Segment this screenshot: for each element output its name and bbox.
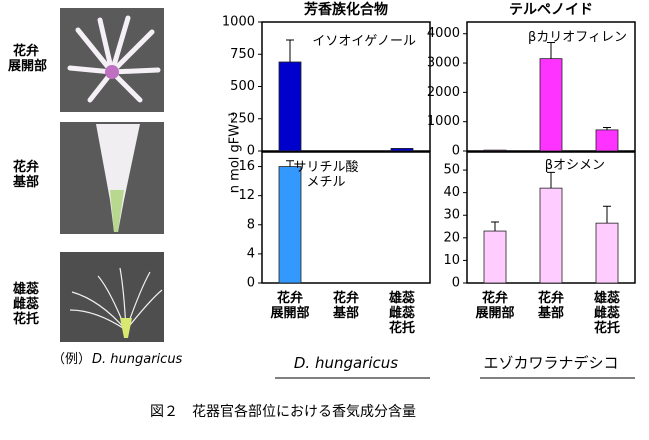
annotation: サリチル酸 メチル — [293, 160, 359, 190]
y-tick-label: 0 — [452, 276, 460, 291]
photo-caption-prefix: （例） — [52, 352, 92, 367]
y-tick-label: 16 — [238, 159, 255, 174]
y-axis-label: n mol gFW⁻¹ — [227, 111, 243, 194]
y-tick-label: 250 — [230, 111, 255, 126]
y-tick-label: 3000 — [427, 56, 460, 71]
x-tick-label: 花弁 基部 — [332, 291, 359, 321]
panel-frame — [261, 151, 431, 284]
group-label: D. hungaricus — [293, 354, 399, 372]
error-bar — [547, 42, 555, 59]
flower-center — [105, 65, 119, 79]
y-tick-label: 10 — [443, 253, 460, 268]
annotation: βカリオフィレン — [527, 30, 627, 45]
x-tick-label: 花弁 基部 — [537, 291, 564, 321]
error-bar — [603, 127, 611, 130]
bar — [539, 58, 563, 152]
y-tick-label: 12 — [238, 188, 255, 203]
annotation: βオシメン — [544, 158, 605, 173]
y-tick-label: 30 — [443, 208, 460, 223]
x-tick-label: 雄蕊 雌蕊 花托 — [388, 291, 415, 336]
petal-base — [96, 124, 140, 232]
y-tick-label: 0 — [452, 144, 460, 159]
bar — [390, 148, 414, 152]
y-tick-label: 2000 — [427, 85, 460, 100]
photos — [60, 8, 164, 342]
error-bar — [603, 205, 611, 224]
chart-title: テルペノイド — [509, 2, 593, 18]
annotation: イソオイゲノール — [312, 34, 416, 49]
y-tick-label: 50 — [443, 163, 460, 178]
photo — [60, 252, 164, 342]
bar — [483, 149, 507, 152]
photo-label: 花弁 基部 — [12, 160, 39, 190]
y-tick-label: 1000 — [222, 15, 255, 30]
y-tick-label: 8 — [247, 217, 255, 232]
y-tick-label: 1000 — [427, 114, 460, 129]
y-tick-label: 0 — [247, 276, 255, 291]
photo-label: 花弁 展開部 — [8, 44, 48, 74]
chart-title: 芳香族化合物 — [304, 2, 388, 18]
x-tick-label: 花弁 展開部 — [270, 291, 310, 321]
error-bar — [547, 171, 555, 189]
y-tick-label: 4 — [247, 246, 255, 261]
petal-stalk — [110, 190, 124, 232]
error-bar — [286, 160, 294, 167]
y-tick-label: 0 — [247, 144, 255, 159]
figure-caption: 図２ 花器官各部位における香気成分含量 — [150, 404, 416, 420]
photo-label: 雄蕊 雌蕊 花托 — [12, 282, 39, 327]
error-bar — [491, 221, 499, 232]
receptacle — [120, 318, 132, 338]
photo-caption-species: D. hungaricus — [92, 352, 183, 367]
bar — [483, 230, 507, 284]
group-label: エゾカワラナデシコ — [483, 354, 619, 372]
error-bar — [286, 39, 294, 62]
x-tick-label: 雄蕊 雌蕊 花托 — [593, 291, 620, 336]
bar — [595, 129, 619, 152]
y-tick-label: 500 — [230, 79, 255, 94]
x-tick-label: 花弁 展開部 — [475, 291, 515, 321]
y-tick-label: 4000 — [427, 26, 460, 41]
y-tick-label: 20 — [443, 230, 460, 245]
photo — [60, 8, 164, 112]
y-tick-label: 750 — [230, 47, 255, 62]
bar — [539, 187, 563, 284]
y-tick-label: 40 — [443, 185, 460, 200]
bar — [278, 61, 302, 152]
bar — [595, 222, 619, 284]
